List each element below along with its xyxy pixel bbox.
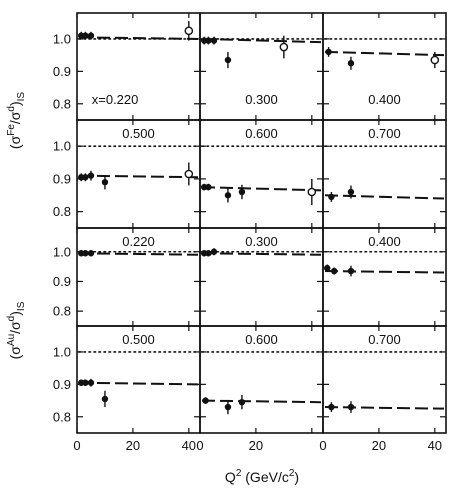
fit-line xyxy=(201,252,322,256)
panel-label: 0.500 xyxy=(122,332,155,347)
fit-line xyxy=(324,194,445,200)
data-point-filled xyxy=(238,398,246,406)
data-point-filled xyxy=(82,32,89,39)
data-point-filled xyxy=(325,48,332,56)
x-tick-label: 40 xyxy=(428,438,442,453)
x-tick-label: 20 xyxy=(126,438,140,453)
data-point-filled xyxy=(101,178,109,186)
x-tick-label: 0 xyxy=(196,438,203,453)
data-point-filled xyxy=(224,403,232,411)
data-point-open xyxy=(307,187,317,197)
panel-label: 0.400 xyxy=(368,234,401,249)
panel-label: 0.220 xyxy=(122,234,155,249)
data-point-open xyxy=(184,169,194,179)
data-point-open xyxy=(430,55,440,65)
fit-line xyxy=(324,270,445,274)
x-axis-title: Q2 (GeV/c2) xyxy=(225,468,299,485)
data-point-filled xyxy=(210,37,218,44)
data-point-filled xyxy=(330,267,338,275)
panel-label: 0.300 xyxy=(245,234,278,249)
x-tick-label: 20 xyxy=(372,438,386,453)
data-point-filled xyxy=(87,250,95,257)
y-tick-label: 0.9 xyxy=(53,377,71,392)
y-tick-label: 1.0 xyxy=(53,344,71,359)
fit-line xyxy=(201,399,322,404)
panel-label: 0.600 xyxy=(245,126,278,141)
fit-line xyxy=(78,252,199,256)
y-tick-label: 0.8 xyxy=(53,204,71,219)
data-point-filled xyxy=(87,32,95,39)
y-tick-label: 0.8 xyxy=(53,304,71,319)
y-tick-label: 0.8 xyxy=(53,96,71,111)
fit-line xyxy=(78,174,199,179)
data-point-filled xyxy=(205,37,212,44)
data-point-filled xyxy=(224,192,232,199)
x-tick-label: 40 xyxy=(182,438,196,453)
panel-label: 0.500 xyxy=(122,126,155,141)
y-tick-label: 1.0 xyxy=(53,244,71,259)
data-point-filled xyxy=(205,250,212,257)
panel-frame xyxy=(322,325,447,434)
data-point-filled xyxy=(87,172,95,179)
data-point-filled xyxy=(323,264,331,272)
data-point-filled xyxy=(87,379,95,386)
data-point-filled xyxy=(205,183,212,191)
fit-line xyxy=(201,37,322,44)
data-point-filled xyxy=(101,395,109,403)
data-point-filled xyxy=(82,174,89,181)
data-point-filled xyxy=(202,397,209,404)
fit-line xyxy=(78,36,199,40)
data-point-filled xyxy=(82,250,89,257)
x-tick-label: 0 xyxy=(319,438,326,453)
fit-line xyxy=(201,186,322,192)
data-point-open xyxy=(279,42,289,52)
fit-line xyxy=(324,50,445,57)
panel-label: 0.300 xyxy=(245,92,278,107)
x-tick-label: 20 xyxy=(249,438,263,453)
panel-label: 0.700 xyxy=(368,332,401,347)
y-axis-title: (σFe/σd)IS xyxy=(6,92,27,150)
x-tick-label: 0 xyxy=(73,438,80,453)
data-point-filled xyxy=(238,188,246,196)
panel-label: 0.600 xyxy=(245,332,278,347)
data-point-filled xyxy=(347,267,355,275)
fit-line xyxy=(78,381,199,386)
data-point-filled xyxy=(347,60,355,67)
data-point-filled xyxy=(328,193,335,201)
data-point-filled xyxy=(347,188,355,196)
data-point-open xyxy=(184,26,194,36)
panel-label: 0.700 xyxy=(368,126,401,141)
data-point-filled xyxy=(210,248,218,255)
y-tick-label: 1.0 xyxy=(53,139,71,154)
y-axis-title: (σAu/σd)IS xyxy=(6,301,27,359)
data-point-filled xyxy=(82,379,89,386)
panel-label: 0.400 xyxy=(368,92,401,107)
data-point-filled xyxy=(224,56,232,64)
data-point-filled xyxy=(328,403,335,411)
data-point-filled xyxy=(347,403,355,411)
y-tick-label: 1.0 xyxy=(53,31,71,46)
y-tick-label: 0.8 xyxy=(53,409,71,424)
y-tick-label: 0.9 xyxy=(53,171,71,186)
fit-line xyxy=(324,406,445,410)
y-tick-label: 0.9 xyxy=(53,64,71,79)
panel-label: x=0.220 xyxy=(92,92,139,107)
y-tick-label: 0.9 xyxy=(53,274,71,289)
